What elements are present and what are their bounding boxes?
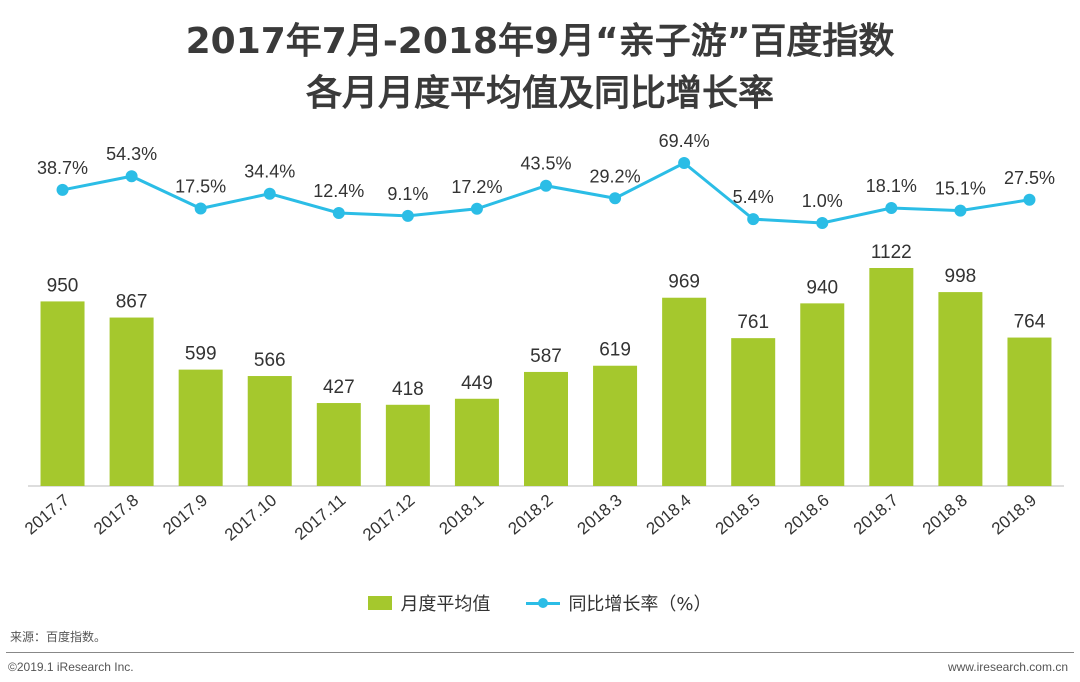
growth-point-2017.10: [263, 187, 276, 200]
growth-point-2017.7: [56, 183, 69, 196]
bar-value-label: 764: [1014, 312, 1046, 333]
x-tick-label: 2018.9: [988, 491, 1040, 539]
x-tick-label: 2018.2: [505, 491, 557, 539]
bar-2017.11: [316, 403, 361, 486]
growth-point-2018.8: [954, 204, 967, 217]
growth-point-2018.1: [470, 202, 483, 215]
bar-value-label: 619: [599, 340, 631, 361]
bar-value-label: 761: [737, 312, 769, 333]
bar-value-label: 566: [254, 350, 286, 371]
growth-point-2018.5: [747, 213, 760, 226]
bar-2018.1: [454, 398, 499, 486]
growth-point-2018.7: [885, 202, 898, 214]
copyright: ©2019.1 iResearch Inc.: [8, 660, 134, 674]
bar-2018.4: [662, 297, 707, 486]
growth-value-label: 1.0%: [802, 191, 843, 211]
growth-value-label: 43.5%: [520, 154, 571, 174]
growth-value-label: 12.4%: [313, 181, 364, 201]
growth-value-label: 5.4%: [733, 187, 774, 207]
legend-bar-label: 月度平均值: [400, 594, 491, 615]
legend-item-line: 同比增长率（%）: [526, 590, 712, 616]
bar-value-label: 867: [116, 292, 148, 313]
bar-2017.8: [109, 317, 154, 486]
growth-point-2017.8: [125, 170, 138, 183]
bar-value-label: 998: [945, 266, 977, 287]
bar-value-label: 950: [47, 275, 79, 296]
bar-value-label: 940: [806, 277, 838, 298]
x-tick-label: 2018.5: [712, 491, 764, 539]
x-tick-label: 2017.9: [159, 491, 211, 539]
growth-value-label: 69.4%: [659, 131, 710, 151]
growth-point-2017.12: [401, 209, 414, 222]
x-tick-label: 2017.10: [221, 491, 280, 545]
growth-point-2018.4: [678, 157, 691, 169]
x-tick-label: 2018.6: [781, 491, 833, 539]
bar-2017.10: [247, 376, 292, 486]
bar-value-label: 418: [392, 379, 424, 400]
source-note: 来源：百度指数。: [10, 630, 107, 644]
growth-value-label: 17.5%: [175, 177, 226, 197]
legend-bar-swatch: [368, 596, 393, 610]
growth-point-2018.9: [1023, 193, 1036, 206]
bar-2017.7: [40, 301, 85, 486]
growth-value-label: 54.3%: [106, 144, 157, 164]
bar-2018.9: [1007, 337, 1052, 486]
growth-value-label: 38.7%: [37, 158, 88, 178]
x-tick-label: 2018.1: [435, 491, 487, 539]
website: www.iresearch.com.cn: [947, 660, 1068, 674]
bar-2018.5: [731, 338, 776, 486]
growth-value-label: 27.5%: [1004, 168, 1055, 188]
bar-value-label: 599: [185, 344, 217, 365]
legend: 月度平均值 同比增长率（%）: [0, 590, 1080, 616]
chart-title-line1: 2017年7月-2018年9月“亲子游”百度指数: [185, 21, 895, 62]
growth-value-label: 29.2%: [590, 166, 641, 186]
bar-2018.8: [938, 292, 983, 486]
x-tick-label: 2017.11: [291, 491, 349, 544]
bar-2018.6: [800, 303, 845, 486]
bar-value-label: 969: [668, 272, 700, 293]
bar-value-label: 427: [323, 377, 355, 398]
growth-value-label: 15.1%: [935, 179, 986, 199]
legend-item-bar: 月度平均值: [368, 590, 490, 616]
growth-point-2017.11: [332, 207, 345, 219]
x-tick-label: 2017.12: [359, 491, 418, 545]
chart-title-line2: 各月月度平均值及同比增长率: [305, 73, 774, 114]
bar-2017.9: [178, 369, 223, 486]
legend-line-label: 同比增长率（%）: [568, 594, 712, 615]
growth-value-label: 17.2%: [451, 177, 502, 197]
x-tick-label: 2017.7: [21, 491, 73, 539]
x-tick-label: 2018.4: [643, 491, 695, 539]
x-tick-label: 2017.8: [90, 491, 142, 539]
bar-2018.3: [593, 365, 638, 486]
bar-value-label: 1122: [871, 242, 912, 263]
bar-2017.12: [385, 404, 430, 486]
growth-point-2017.9: [194, 202, 207, 215]
growth-point-2018.3: [609, 192, 622, 205]
growth-point-2018.2: [540, 179, 552, 192]
growth-point-2018.6: [816, 217, 829, 229]
bar-value-label: 449: [461, 373, 493, 394]
bar-value-label: 587: [530, 346, 562, 367]
growth-value-label: 34.4%: [244, 162, 295, 182]
bar-2018.7: [869, 268, 914, 486]
x-tick-label: 2018.3: [574, 491, 626, 539]
x-tick-label: 2018.7: [850, 491, 902, 539]
bar-2018.2: [524, 371, 568, 486]
combo-chart: 950 2017.7 867 2017.8 599 2017.9 566 2017.10 427…: [21, 131, 1064, 545]
growth-value-label: 9.1%: [387, 184, 428, 204]
x-tick-label: 2018.8: [919, 491, 971, 539]
legend-line-swatch: [526, 596, 561, 610]
footer-divider: [6, 652, 1074, 653]
growth-value-label: 18.1%: [866, 176, 917, 196]
